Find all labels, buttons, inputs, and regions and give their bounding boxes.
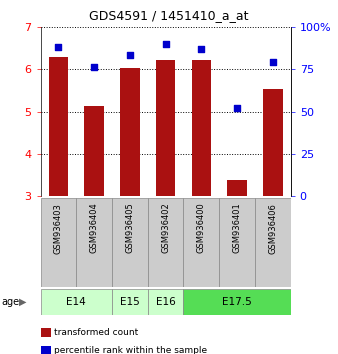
Bar bbox=[76, 198, 112, 287]
Point bbox=[92, 64, 97, 70]
Bar bbox=[184, 289, 291, 315]
Text: GSM936406: GSM936406 bbox=[268, 202, 277, 253]
Bar bbox=[112, 289, 148, 315]
Point bbox=[270, 59, 275, 65]
Text: GDS4591 / 1451410_a_at: GDS4591 / 1451410_a_at bbox=[89, 9, 249, 22]
Text: GSM936401: GSM936401 bbox=[233, 202, 242, 253]
Bar bbox=[148, 289, 184, 315]
Bar bbox=[41, 289, 112, 315]
Bar bbox=[49, 57, 68, 196]
Text: GSM936404: GSM936404 bbox=[90, 202, 99, 253]
Text: E14: E14 bbox=[66, 297, 86, 307]
Bar bbox=[184, 198, 219, 287]
Bar bbox=[156, 60, 175, 196]
Text: percentile rank within the sample: percentile rank within the sample bbox=[54, 346, 207, 354]
Point bbox=[56, 44, 61, 50]
Text: GSM936400: GSM936400 bbox=[197, 202, 206, 253]
Text: E17.5: E17.5 bbox=[222, 297, 252, 307]
Text: GSM936405: GSM936405 bbox=[125, 202, 135, 253]
Bar bbox=[84, 107, 104, 196]
Bar bbox=[41, 198, 76, 287]
Text: GSM936403: GSM936403 bbox=[54, 202, 63, 253]
Text: transformed count: transformed count bbox=[54, 328, 138, 337]
Point bbox=[199, 46, 204, 51]
Text: E16: E16 bbox=[156, 297, 175, 307]
Point bbox=[127, 53, 132, 58]
Bar bbox=[112, 198, 148, 287]
Point bbox=[163, 41, 168, 46]
Point bbox=[234, 105, 240, 111]
Text: E15: E15 bbox=[120, 297, 140, 307]
Bar bbox=[148, 198, 184, 287]
Bar bbox=[219, 198, 255, 287]
Text: GSM936402: GSM936402 bbox=[161, 202, 170, 253]
Bar bbox=[263, 90, 283, 196]
Bar bbox=[255, 198, 291, 287]
Bar bbox=[120, 68, 140, 196]
Text: age: age bbox=[2, 297, 20, 307]
Bar bbox=[227, 180, 247, 196]
Bar bbox=[192, 60, 211, 196]
Text: ▶: ▶ bbox=[19, 297, 26, 307]
